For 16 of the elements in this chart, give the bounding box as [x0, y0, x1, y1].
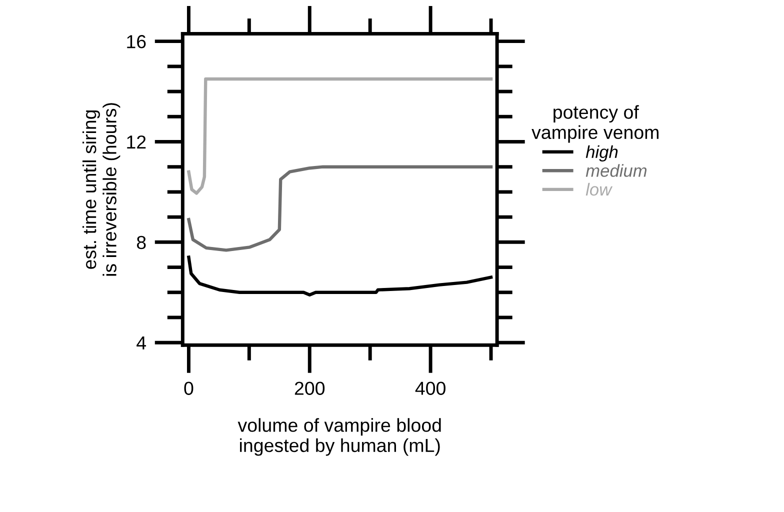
x-tick-label: 200	[294, 382, 325, 395]
y-tick-label: 16	[127, 35, 146, 48]
x-tick-label: 400	[415, 382, 446, 395]
y-axis-title: est. time until siring is irreversible (hours)	[82, 103, 120, 276]
y-tick-label: 12	[127, 135, 146, 149]
line-series	[187, 256, 493, 296]
x-tick-label: 0	[184, 382, 194, 395]
y-tick-label: 4	[136, 336, 146, 350]
legend-label: low	[586, 182, 613, 196]
line-series	[187, 165, 493, 252]
legend-label: high	[586, 145, 618, 162]
y-tick-label: 8	[136, 236, 146, 250]
line-series	[187, 77, 493, 195]
legend-label: medium	[586, 164, 647, 177]
x-axis-title: volume of vampire blood ingested by human (mL)	[238, 418, 441, 456]
legend-title: potency of vampire venom	[532, 105, 658, 143]
